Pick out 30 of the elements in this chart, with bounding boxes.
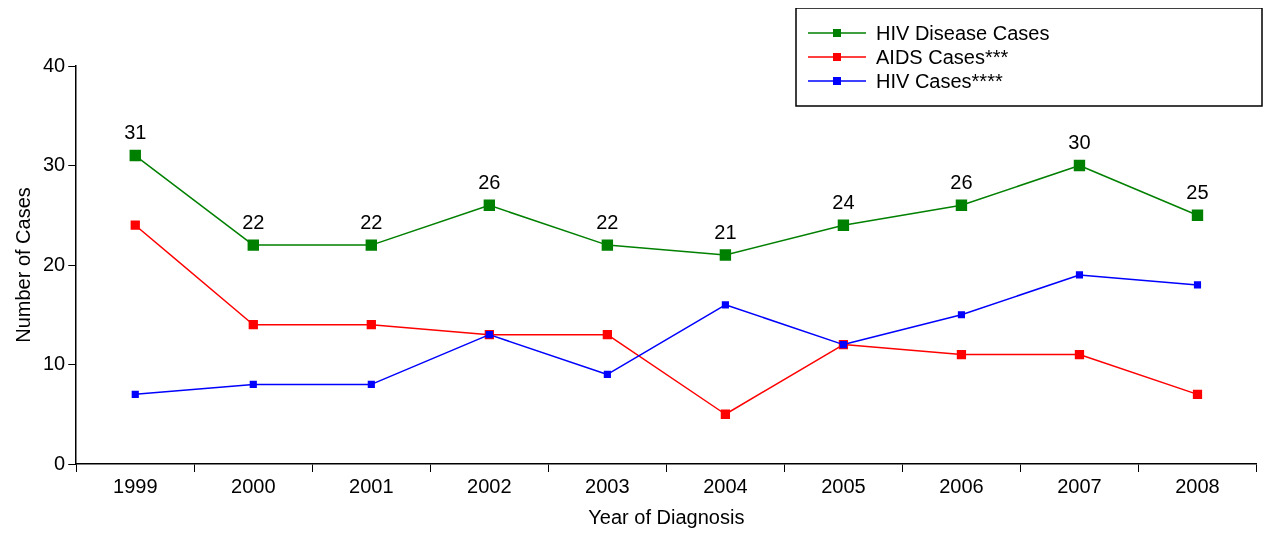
x-tick-label: 2008 — [1175, 474, 1220, 497]
legend-label: AIDS Cases*** — [876, 45, 1009, 68]
x-tick-label: 2005 — [821, 474, 866, 497]
y-tick-label: 0 — [54, 451, 66, 474]
data-label: 22 — [360, 210, 383, 233]
x-tick-label: 2004 — [703, 474, 748, 497]
y-tick-label: 20 — [43, 252, 66, 275]
data-label: 21 — [714, 220, 737, 243]
x-tick-label: 1999 — [113, 474, 158, 497]
y-axis-title: Number of Cases — [11, 187, 34, 343]
data-label: 24 — [832, 190, 855, 213]
x-tick-label: 2007 — [1057, 474, 1102, 497]
x-tick-label: 2002 — [467, 474, 512, 497]
x-axis-title: Year of Diagnosis — [588, 505, 745, 528]
y-tick-label: 30 — [43, 153, 66, 176]
data-label: 26 — [950, 170, 973, 193]
x-tick-label: 2003 — [585, 474, 630, 497]
legend-label: HIV Cases**** — [876, 69, 1003, 92]
x-tick-label: 2006 — [939, 474, 984, 497]
y-tick-label: 40 — [43, 53, 66, 76]
data-label: 26 — [478, 170, 501, 193]
x-tick-label: 2001 — [349, 474, 394, 497]
data-label: 30 — [1068, 131, 1091, 154]
y-tick-label: 10 — [43, 352, 66, 375]
data-label: 22 — [596, 210, 619, 233]
data-label: 31 — [124, 121, 147, 144]
x-tick-label: 2000 — [231, 474, 276, 497]
data-label: 25 — [1186, 180, 1209, 203]
legend-label: HIV Disease Cases — [876, 21, 1050, 44]
data-label: 22 — [242, 210, 265, 233]
